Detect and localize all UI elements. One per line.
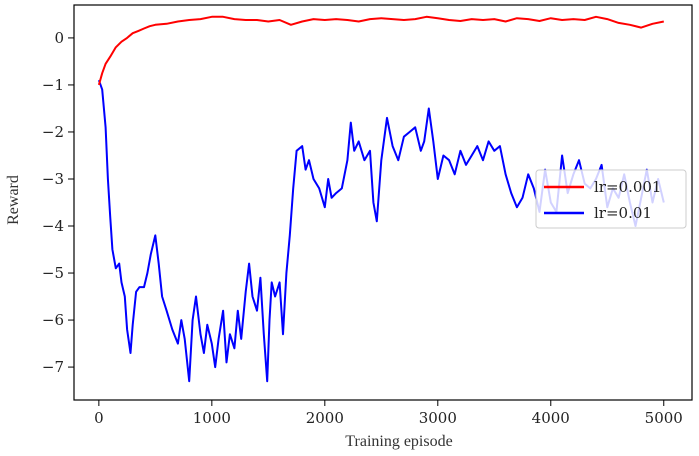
- x-tick-label: 0: [94, 409, 104, 427]
- y-tick-label: −2: [42, 123, 64, 141]
- legend-label: lr=0.001: [594, 178, 661, 196]
- legend: lr=0.001 lr=0.01: [535, 169, 687, 229]
- x-tick-label: 5000: [645, 409, 683, 427]
- series-line-lr-0-01: [97, 79, 665, 383]
- x-tick-label: 4000: [532, 409, 570, 427]
- x-tick-label: 1000: [193, 409, 231, 427]
- y-tick-label: −7: [42, 358, 64, 376]
- x-tick-label: 3000: [419, 409, 457, 427]
- x-tick-label: 2000: [306, 409, 344, 427]
- y-tick-label: 0: [54, 29, 64, 47]
- y-tick-label: −3: [42, 170, 64, 188]
- y-axis-label: Reward: [5, 175, 22, 225]
- y-tick-label: −6: [42, 311, 64, 329]
- series-line-lr-0-001: [97, 15, 664, 86]
- plot-frame: [73, 4, 693, 401]
- x-axis-label: Training episode: [345, 433, 452, 450]
- ticks-layer: 0 1000 2000 3000 4000 5000 0 −1 −2 −3 −4 −5 −6 −7: [42, 29, 683, 427]
- y-tick-label: −1: [42, 76, 64, 94]
- y-tick-label: −4: [42, 217, 64, 235]
- y-tick-label: −5: [42, 264, 64, 282]
- axes-frame: [73, 4, 693, 401]
- legend-label: lr=0.01: [594, 204, 652, 222]
